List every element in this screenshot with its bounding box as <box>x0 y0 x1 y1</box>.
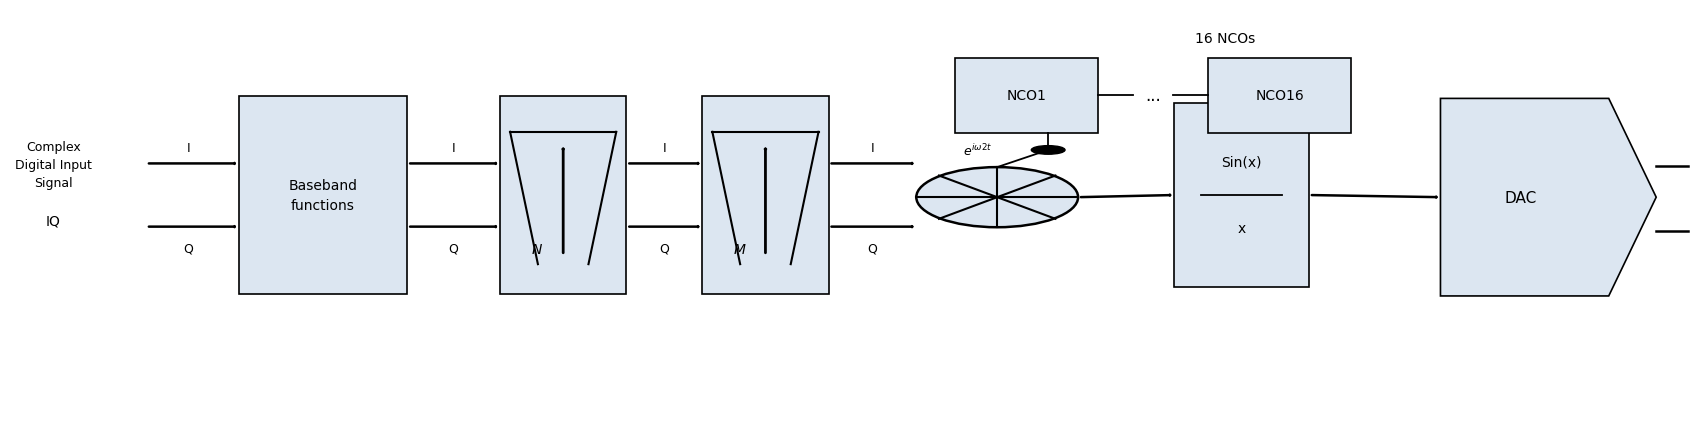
Ellipse shape <box>917 168 1079 228</box>
Text: NCO16: NCO16 <box>1255 89 1304 103</box>
Text: $e^{i\omega 2t}$: $e^{i\omega 2t}$ <box>964 143 993 158</box>
Text: ...: ... <box>1145 87 1162 105</box>
FancyBboxPatch shape <box>501 97 626 294</box>
Circle shape <box>1032 146 1065 155</box>
Text: Q: Q <box>867 242 878 255</box>
Text: I: I <box>871 142 874 155</box>
Text: x: x <box>1238 222 1246 236</box>
Text: Baseband
functions: Baseband functions <box>289 179 357 212</box>
Text: I: I <box>186 142 189 155</box>
FancyBboxPatch shape <box>702 97 829 294</box>
Text: NCO1: NCO1 <box>1006 89 1047 103</box>
Text: Q: Q <box>448 242 458 255</box>
Text: Complex
Digital Input
Signal: Complex Digital Input Signal <box>15 141 91 190</box>
Text: 16 NCOs: 16 NCOs <box>1194 32 1255 46</box>
FancyBboxPatch shape <box>955 59 1099 133</box>
FancyBboxPatch shape <box>238 97 408 294</box>
Text: Q: Q <box>659 242 670 255</box>
Text: I: I <box>451 142 455 155</box>
Text: DAC: DAC <box>1505 190 1537 205</box>
Text: M: M <box>734 242 746 256</box>
Polygon shape <box>1441 99 1655 296</box>
FancyBboxPatch shape <box>1207 59 1351 133</box>
Text: Q: Q <box>183 242 193 255</box>
Text: Sin(x): Sin(x) <box>1221 155 1261 169</box>
Text: IQ: IQ <box>46 214 61 228</box>
FancyBboxPatch shape <box>1174 103 1309 288</box>
Text: I: I <box>663 142 666 155</box>
Text: N: N <box>531 242 541 256</box>
